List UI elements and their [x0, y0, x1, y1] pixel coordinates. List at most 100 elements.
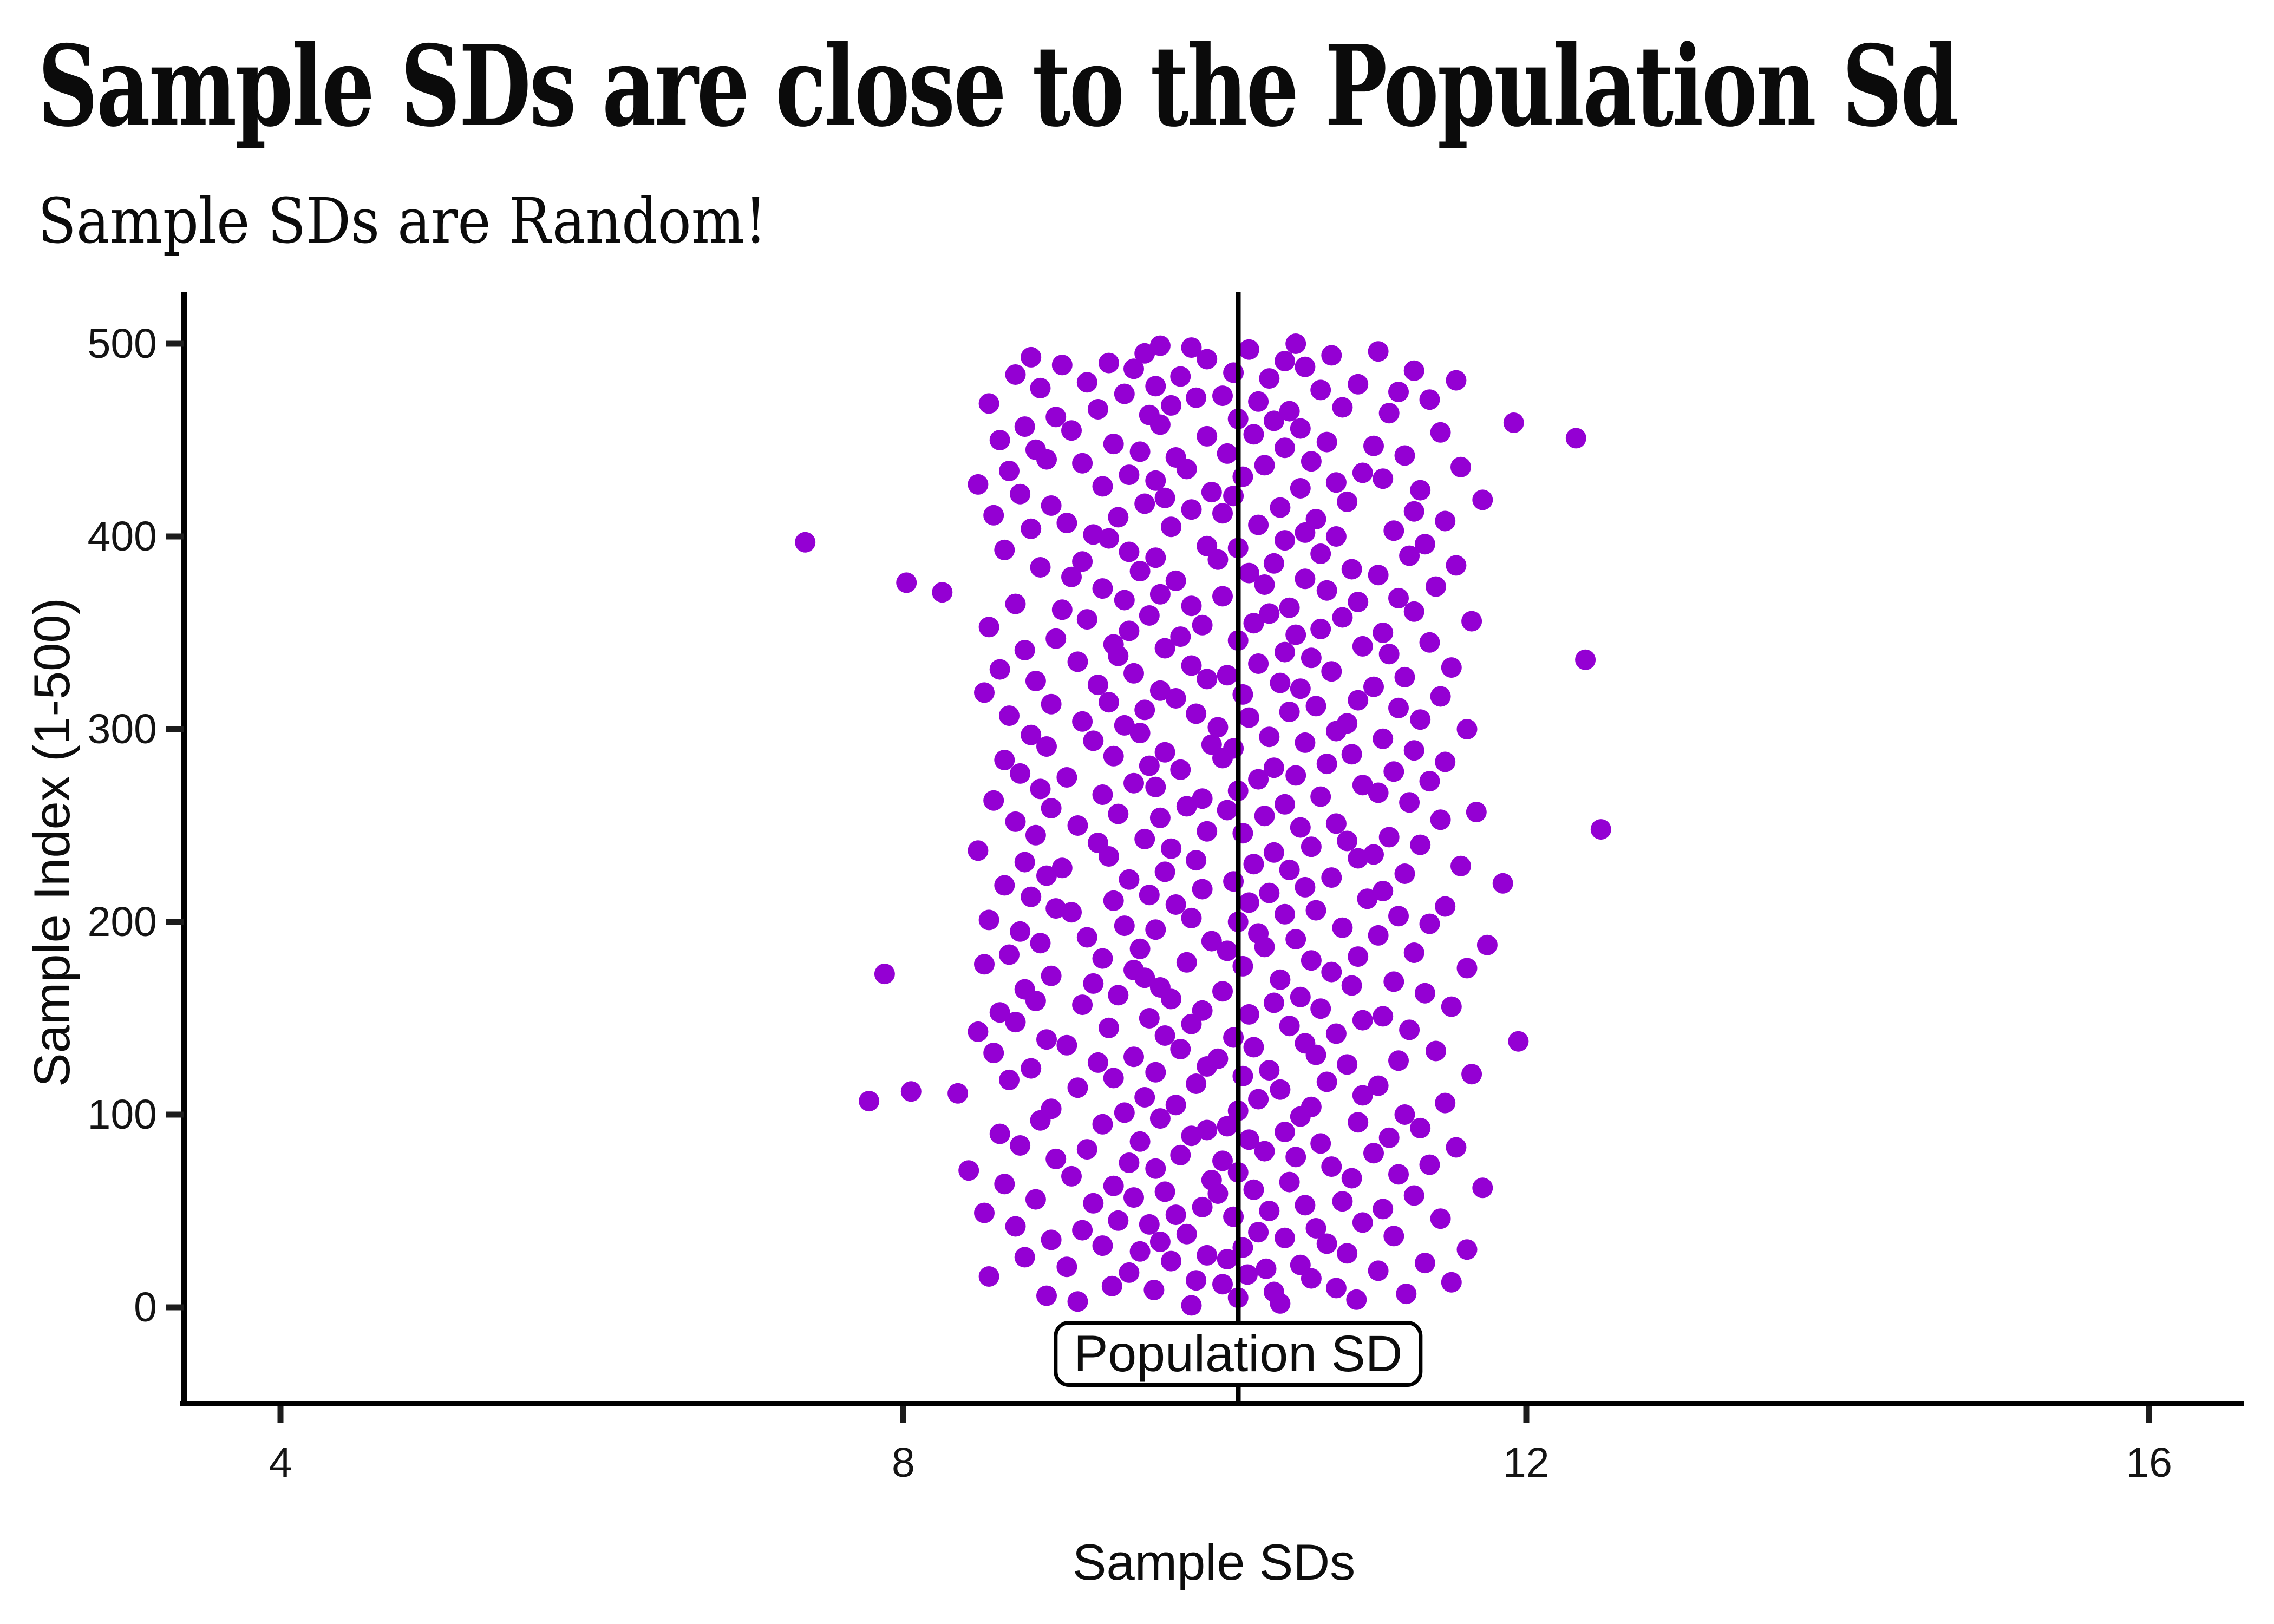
data-point	[1243, 854, 1264, 875]
data-point	[1399, 1019, 1420, 1040]
data-point	[1290, 1254, 1311, 1275]
data-point	[1123, 663, 1144, 684]
data-point	[1051, 857, 1073, 879]
data-point	[1061, 420, 1082, 441]
data-point	[1426, 576, 1446, 597]
data-point	[1134, 1087, 1155, 1108]
y-tick-mark	[166, 919, 184, 925]
data-point	[1030, 557, 1051, 578]
data-point	[1005, 593, 1026, 614]
data-point	[1108, 803, 1129, 824]
data-point	[1378, 403, 1400, 424]
data-point	[1441, 657, 1462, 678]
data-point	[932, 582, 953, 603]
data-point	[1139, 885, 1160, 906]
data-point	[1103, 434, 1124, 455]
data-point	[1275, 1122, 1295, 1142]
data-point	[1352, 1010, 1373, 1031]
data-point	[1310, 379, 1331, 401]
data-point	[1373, 881, 1394, 901]
data-point	[1254, 806, 1275, 827]
data-point	[1005, 1012, 1026, 1033]
data-point	[795, 532, 816, 553]
data-point	[994, 539, 1015, 560]
data-point	[1259, 1060, 1280, 1081]
data-point	[1575, 649, 1596, 670]
data-point	[1014, 640, 1035, 660]
data-point	[1217, 940, 1238, 961]
data-point	[1192, 879, 1213, 900]
data-point	[1237, 1264, 1258, 1285]
data-point	[1170, 626, 1191, 647]
data-point	[1186, 1270, 1207, 1291]
data-point	[1279, 859, 1300, 880]
data-point	[1010, 483, 1031, 505]
data-point	[1129, 441, 1151, 462]
data-point	[1134, 493, 1155, 514]
data-point	[1154, 1181, 1175, 1202]
data-point	[1435, 510, 1456, 532]
data-point	[1301, 836, 1322, 857]
data-point	[1325, 526, 1347, 547]
data-point	[1197, 669, 1218, 690]
data-point	[1337, 1243, 1358, 1264]
data-point	[1154, 742, 1175, 763]
data-point	[1099, 1017, 1119, 1038]
chart-subtitle: Sample SDs are Random!	[38, 185, 767, 258]
data-point	[1067, 1077, 1088, 1098]
data-point	[1348, 374, 1369, 395]
data-point	[1025, 1189, 1046, 1210]
data-point	[1223, 362, 1244, 383]
data-point	[1036, 1285, 1057, 1306]
data-point	[1419, 632, 1440, 653]
data-point	[1103, 634, 1124, 655]
data-point	[1181, 595, 1202, 617]
data-point	[1378, 827, 1400, 848]
x-tick-mark	[1523, 1406, 1530, 1423]
data-point	[1316, 1233, 1337, 1254]
data-point	[1456, 958, 1478, 979]
data-point	[1145, 776, 1166, 797]
data-point	[1378, 644, 1400, 665]
data-point	[1321, 867, 1342, 888]
data-point	[978, 617, 999, 638]
data-point	[874, 964, 895, 985]
data-point	[1285, 1147, 1306, 1168]
data-point	[1238, 1129, 1259, 1150]
data-point	[1076, 1139, 1097, 1160]
data-point	[1005, 811, 1026, 832]
data-point	[1087, 1052, 1108, 1073]
data-point	[1021, 1058, 1042, 1079]
data-point	[1165, 447, 1186, 468]
y-tick-mark	[166, 340, 184, 347]
data-point	[1092, 1114, 1113, 1135]
data-point	[1363, 844, 1384, 865]
data-point	[1176, 1223, 1197, 1245]
data-point	[1186, 850, 1207, 871]
data-point	[1254, 574, 1275, 595]
data-point	[1378, 1127, 1400, 1148]
y-tick-label: 400	[87, 513, 157, 560]
data-point	[1103, 1175, 1124, 1196]
data-point	[1072, 551, 1093, 572]
data-point	[1301, 647, 1322, 669]
data-point	[1176, 796, 1197, 817]
data-point	[1301, 950, 1322, 971]
data-point	[1149, 1232, 1171, 1252]
data-point	[1270, 672, 1291, 693]
data-point	[1435, 896, 1456, 917]
data-point	[974, 954, 995, 975]
data-point	[1170, 759, 1191, 780]
data-point	[1165, 1204, 1186, 1226]
data-point	[1263, 757, 1284, 778]
data-point	[1192, 1196, 1213, 1217]
data-point	[1051, 599, 1073, 620]
data-point	[1321, 661, 1342, 682]
data-point	[1092, 1235, 1113, 1256]
y-tick-label: 0	[134, 1284, 157, 1331]
data-point	[1321, 961, 1342, 983]
data-point	[1103, 890, 1124, 911]
data-point	[1056, 1034, 1077, 1056]
data-point	[1352, 636, 1373, 657]
data-point	[1005, 364, 1026, 385]
